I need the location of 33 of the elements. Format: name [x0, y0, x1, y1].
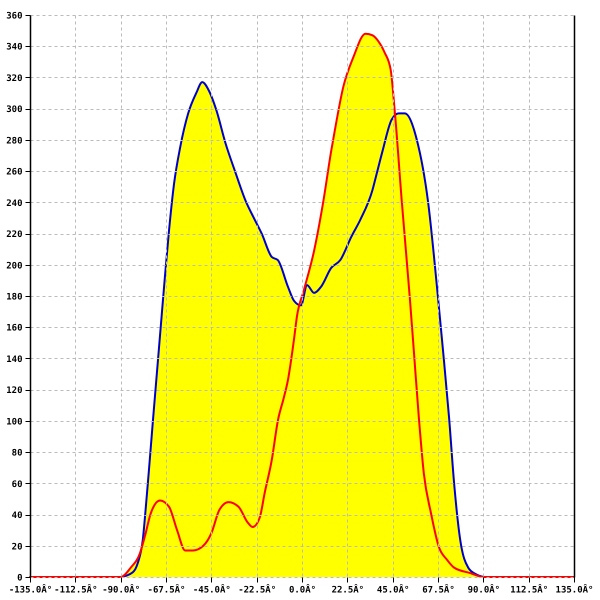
y-tick-label: 120: [6, 386, 22, 396]
y-tick-label: 260: [6, 168, 22, 178]
y-tick-label: 240: [6, 198, 22, 209]
x-tick-label: -45.0Â°: [192, 584, 231, 596]
y-tick-label: 180: [6, 292, 22, 302]
y-tick-label: 340: [6, 42, 22, 53]
y-tick-label: 60: [12, 480, 22, 490]
y-tick-label: 360: [6, 12, 22, 22]
x-tick-label: -135.0Â°: [8, 584, 52, 596]
x-tick-label: -112.5Â°: [54, 584, 98, 596]
y-tick-label: 140: [6, 354, 22, 365]
x-tick-label: -22.5Â°: [238, 584, 276, 596]
x-tick-label: 22.5Â°: [332, 584, 364, 596]
x-tick-label: 112.5Â°: [510, 584, 548, 596]
y-tick-label: 100: [6, 417, 22, 428]
y-tick-label: 0: [17, 574, 22, 584]
line-series: [29, 32, 575, 578]
y-tick-label: 40: [12, 511, 22, 522]
x-tick-label: 67.5Â°: [422, 584, 455, 596]
y-tick-label: 220: [6, 230, 22, 240]
y-tick-label: 300: [6, 105, 22, 116]
y-tick-label: 280: [6, 136, 22, 146]
x-tick-label: -90.0Â°: [102, 584, 140, 596]
x-tick-label: 90.0Â°: [468, 584, 500, 596]
y-tick-label: 20: [12, 542, 22, 552]
x-tick-label: 135.0Â°: [556, 584, 594, 596]
x-tick-label: 45.0Â°: [376, 584, 410, 596]
y-tick-label: 80: [12, 448, 22, 459]
x-tick-label: 0.0Â°: [288, 584, 316, 596]
x-tick-label: -67.5Â°: [148, 584, 186, 596]
y-tick-label: 160: [6, 324, 22, 334]
y-tick-label: 200: [6, 261, 22, 272]
y-tick-label: 320: [6, 74, 22, 84]
